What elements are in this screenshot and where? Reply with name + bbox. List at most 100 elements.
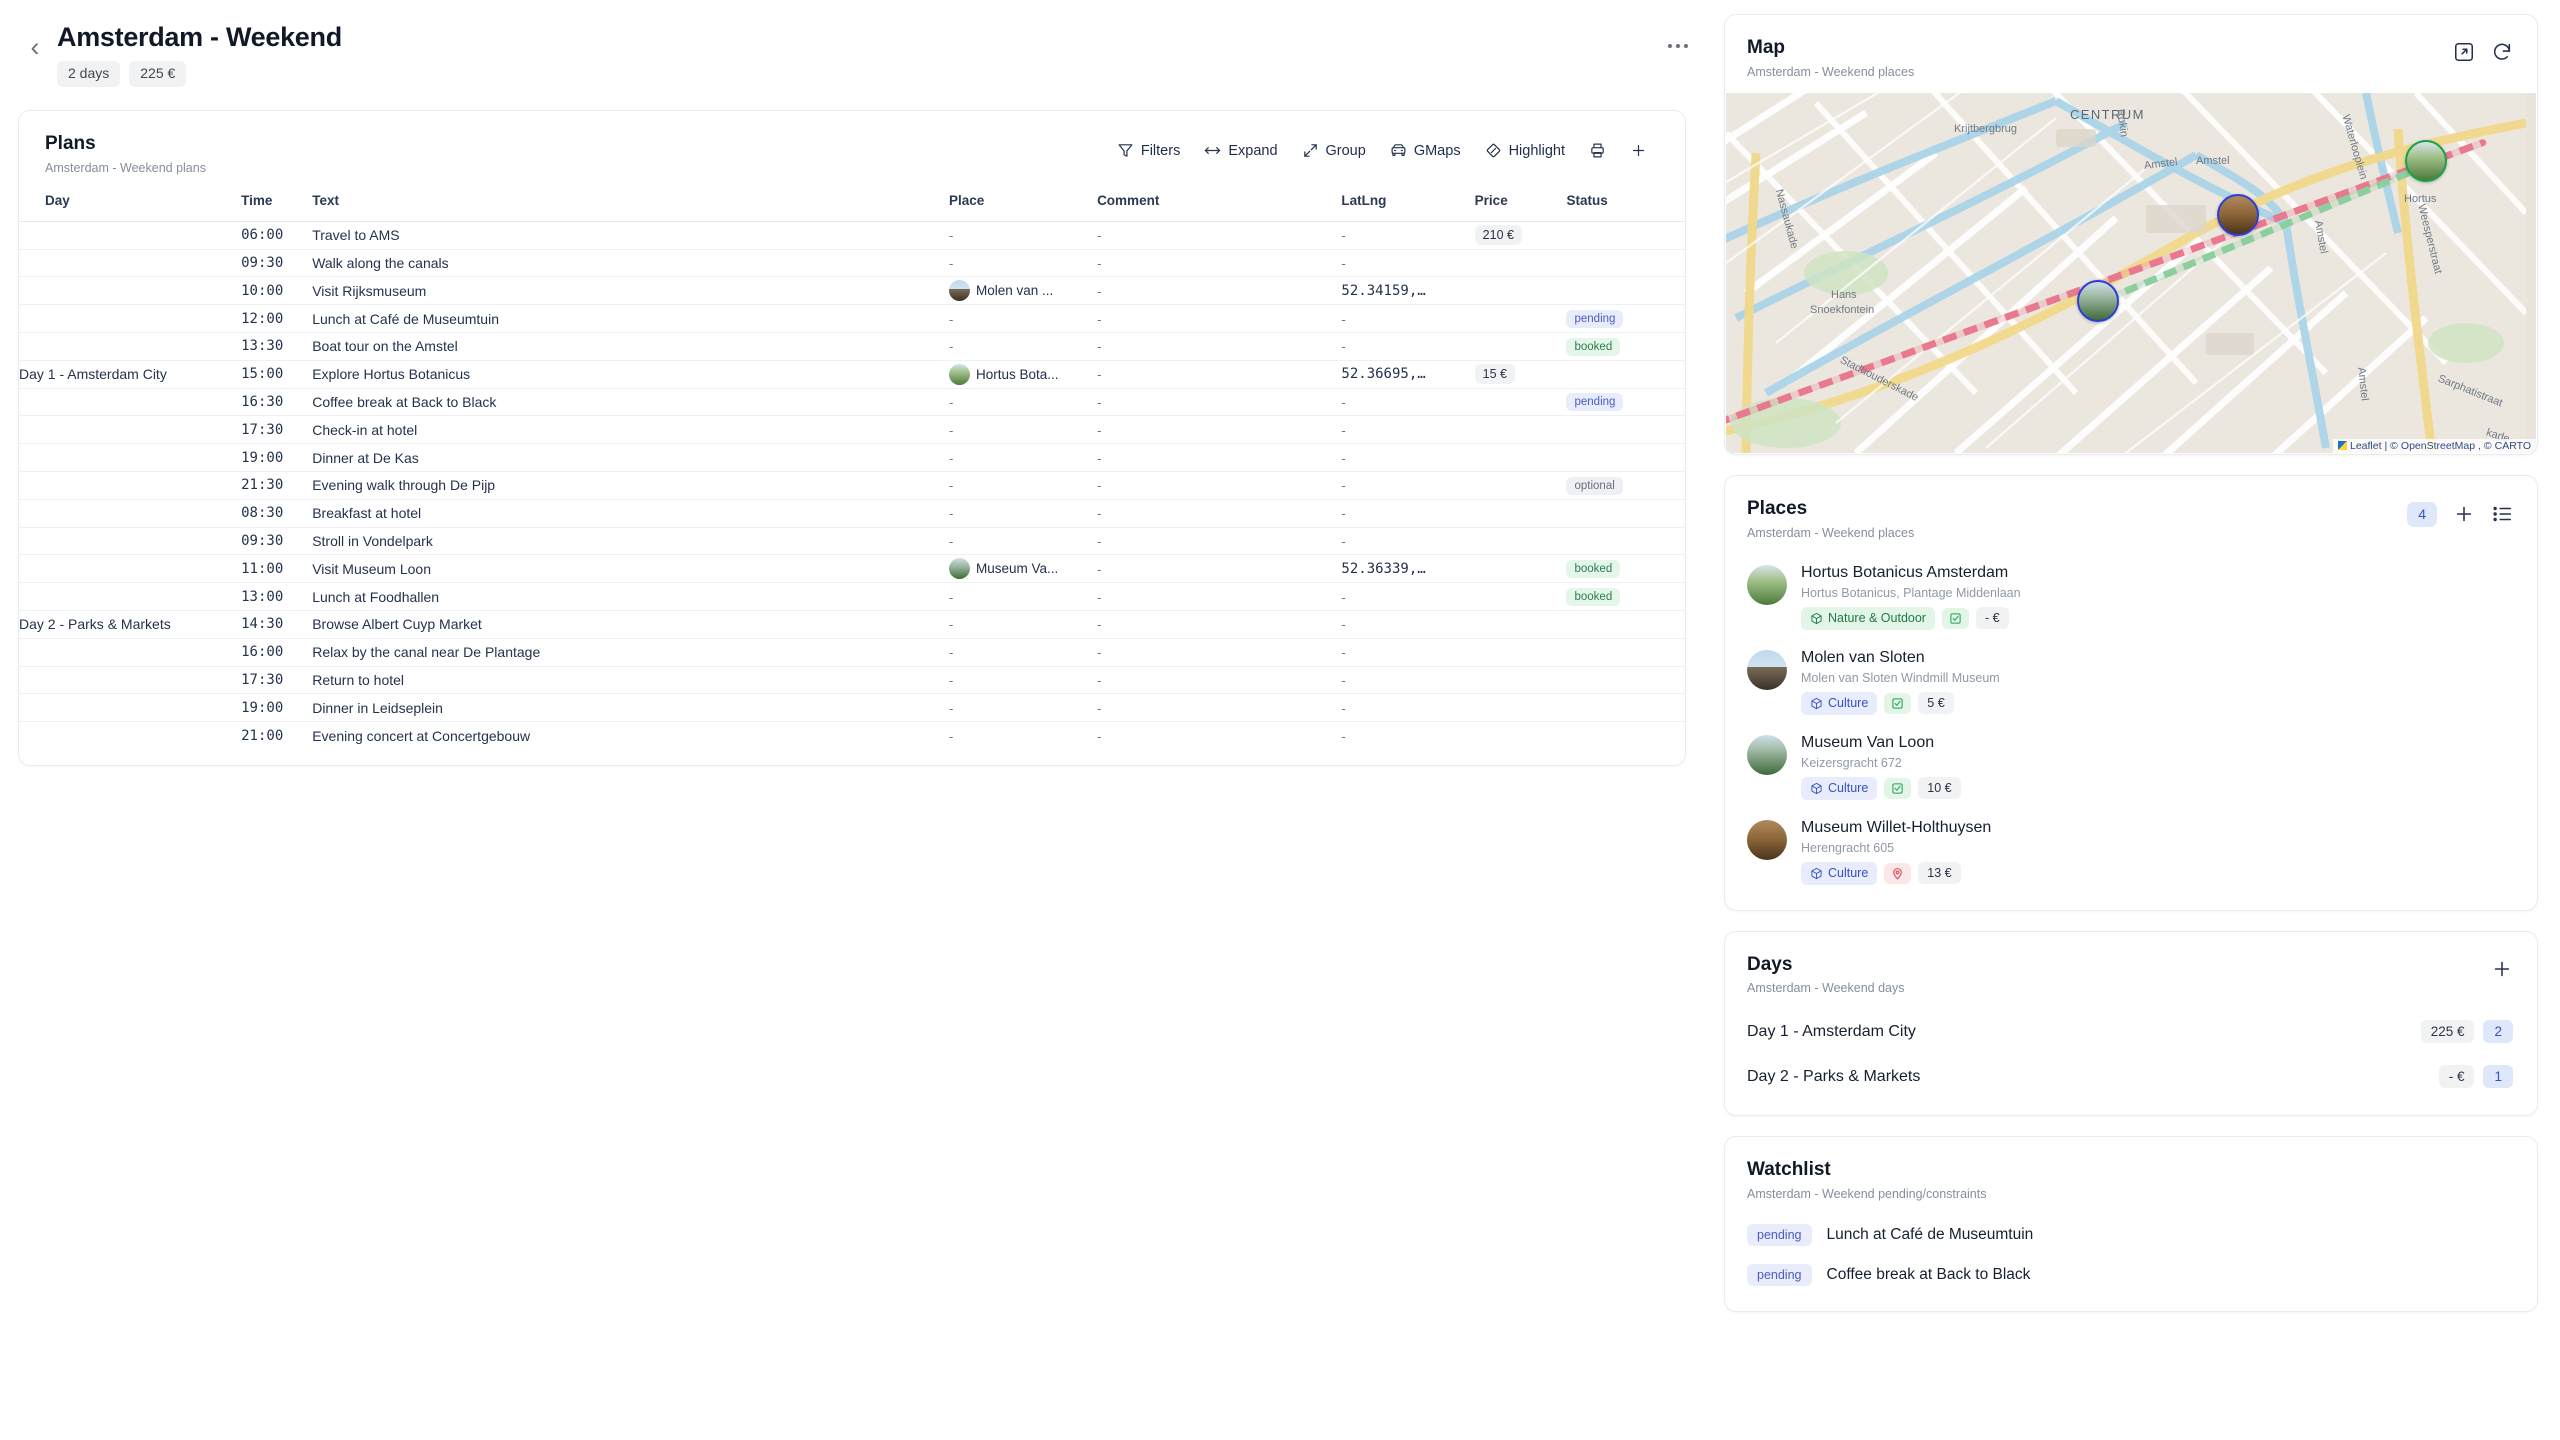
cell-text[interactable]: Coffee break at Back to Black [312, 387, 949, 416]
cell-text[interactable]: Evening concert at Concertgebouw [312, 721, 949, 750]
day-list-item[interactable]: Day 2 - Parks & Markets - € 1 [1725, 1054, 2537, 1099]
cell-text[interactable]: Lunch at Foodhallen [312, 582, 949, 611]
category-tag[interactable]: Culture [1801, 861, 1878, 885]
table-row[interactable]: 17:30 Return to hotel - - - [19, 665, 1685, 694]
table-row[interactable]: 08:30 Breakfast at hotel - - - [19, 498, 1685, 528]
check-square-icon[interactable] [1884, 692, 1912, 714]
place-avatar [948, 280, 970, 302]
cell-text[interactable]: Check-in at hotel [312, 415, 949, 444]
more-horizontal-icon[interactable] [1668, 44, 1688, 48]
expand-button[interactable]: Expand [1192, 136, 1289, 165]
table-row[interactable]: 13:00 Lunch at Foodhallen - - - booked [19, 582, 1685, 611]
map-canvas[interactable]: CENTRUM Krijtbergbrug Rokin Amstel Amstel Wat… [1726, 92, 2536, 453]
carto-link[interactable]: CARTO [2494, 439, 2531, 452]
price-badge: 15 € [1474, 364, 1516, 385]
col-header-place[interactable]: Place [948, 192, 985, 208]
cell-text[interactable]: Visit Rijksmuseum [312, 276, 949, 305]
watchlist-list: pending Lunch at Café de Museumtuin pendin… [1725, 1215, 2537, 1295]
table-row[interactable]: 09:30 Walk along the canals - - - [19, 248, 1685, 277]
group-button[interactable]: Group [1290, 136, 1378, 165]
table-row[interactable]: 21:30 Evening walk through De Pijp - - - opti… [19, 470, 1685, 500]
highlight-button[interactable]: Highlight [1473, 136, 1577, 165]
place-list-item[interactable]: Molen van Sloten Molen van Sloten Windmil… [1725, 639, 2537, 724]
table-row[interactable]: 11:00 Visit Museum Loon Museum Va... - 52.36… [19, 554, 1685, 583]
leaflet-link[interactable]: Leaflet [2349, 439, 2382, 452]
cell-place[interactable]: Molen van ... [948, 276, 1098, 305]
cell-text[interactable]: Explore Hortus Botanicus [312, 359, 949, 389]
map-pin-icon[interactable] [1884, 862, 1912, 884]
cell-time: 13:00 [241, 582, 313, 611]
col-header-status[interactable]: Status [1566, 192, 1608, 208]
col-header-latlng[interactable]: LatLng [1341, 192, 1387, 208]
table-row[interactable]: 21:00 Evening concert at Concertgebouw - - - [19, 721, 1685, 750]
table-row[interactable]: 12:00 Lunch at Café de Museumtuin - - - pendi… [19, 304, 1685, 333]
category-tag[interactable]: Nature & Outdoor [1801, 606, 1935, 630]
cell-place[interactable]: Museum Va... [948, 554, 1098, 583]
place-chip[interactable]: Museum Va... [948, 558, 1097, 580]
col-header-comment[interactable]: Comment [1097, 192, 1160, 208]
cell-text[interactable]: Stroll in Vondelpark [312, 526, 949, 555]
list-check-icon[interactable] [2491, 503, 2513, 525]
plans-card-header: Plans Amsterdam - Weekend plans Filters [19, 111, 1685, 189]
table-row[interactable]: 19:00 Dinner in Leidseplein - - - [19, 693, 1685, 722]
cell-text[interactable]: Return to hotel [312, 665, 949, 694]
print-button[interactable] [1577, 136, 1618, 165]
cell-text[interactable]: Dinner at De Kas [312, 443, 949, 472]
day-cost-badge: - € [2438, 1065, 2475, 1089]
watchlist-item[interactable]: pending Coffee break at Back to Black [1725, 1255, 2537, 1295]
day-list-item[interactable]: Day 1 - Amsterdam City 225 € 2 [1725, 1009, 2537, 1054]
cell-text[interactable]: Travel to AMS [312, 220, 949, 250]
place-list-item[interactable]: Museum Willet-Holthuysen Herengracht 605 C… [1725, 809, 2537, 894]
watchlist-item[interactable]: pending Lunch at Café de Museumtuin [1725, 1215, 2537, 1255]
hortus-marker[interactable] [2405, 139, 2447, 182]
refresh-icon[interactable] [2491, 41, 2513, 63]
cell-text[interactable]: Boat tour on the Amstel [312, 331, 949, 361]
table-row[interactable]: 06:00 Travel to AMS - - -210 € [19, 220, 1685, 250]
place-chip[interactable]: Hortus Bota... [948, 363, 1097, 385]
category-tag[interactable]: Culture [1801, 691, 1878, 715]
place-chip[interactable]: Molen van ... [948, 280, 1097, 302]
check-square-icon[interactable] [1941, 607, 1969, 629]
cell-latlng: - [1341, 331, 1475, 361]
filters-button[interactable]: Filters [1105, 136, 1192, 165]
cell-text[interactable]: Visit Museum Loon [312, 554, 949, 583]
cell-text[interactable]: Lunch at Café de Museumtuin [312, 304, 949, 333]
cell-text[interactable]: Evening walk through De Pijp [312, 470, 949, 500]
table-row[interactable]: 09:30 Stroll in Vondelpark - - - [19, 526, 1685, 555]
place-list-item[interactable]: Museum Van Loon Keizersgracht 672 Culture 1… [1725, 724, 2537, 809]
category-tag[interactable]: Culture [1801, 776, 1878, 800]
open-external-icon[interactable] [2453, 41, 2475, 63]
chevron-left-icon[interactable]: ‹ [30, 31, 40, 62]
empty-value: - [1097, 506, 1102, 522]
cell-text[interactable]: Walk along the canals [312, 248, 949, 277]
col-header-day[interactable]: Day [45, 192, 70, 208]
table-row[interactable]: 10:00 Visit Rijksmuseum Molen van ... - 52.3… [19, 276, 1685, 305]
cell-text[interactable]: Relax by the canal near De Plantage [312, 637, 949, 667]
table-row[interactable]: Day 1 - Amsterdam City 15:00 Explore Hortu… [19, 359, 1685, 389]
willet-marker[interactable] [2217, 193, 2259, 236]
osm-link[interactable]: OpenStreetMap [2400, 439, 2476, 452]
cell-text[interactable]: Browse Albert Cuyp Market [312, 609, 949, 639]
table-row[interactable]: 13:30 Boat tour on the Amstel - - - booked [19, 331, 1685, 361]
add-plan-button[interactable] [1618, 136, 1659, 165]
check-square-icon[interactable] [1884, 777, 1912, 799]
table-row[interactable]: 19:00 Dinner at De Kas - - - [19, 443, 1685, 472]
table-row[interactable]: Day 2 - Parks & Markets 14:30 Browse Alber… [19, 609, 1685, 639]
plus-icon[interactable] [2491, 958, 2513, 980]
place-avatar [1747, 649, 1787, 690]
gmaps-button[interactable]: GMaps [1378, 136, 1473, 165]
table-row[interactable]: 16:00 Relax by the canal near De Plantage… [19, 637, 1685, 667]
cell-text[interactable]: Dinner in Leidseplein [312, 693, 949, 722]
cell-text[interactable]: Breakfast at hotel [312, 498, 949, 528]
col-header-time[interactable]: Time [241, 192, 273, 208]
col-header-price[interactable]: Price [1474, 192, 1508, 208]
col-header-text[interactable]: Text [312, 192, 339, 208]
place-list-item[interactable]: Hortus Botanicus Amsterdam Hortus Botanic… [1725, 554, 2537, 639]
plus-icon[interactable] [2453, 503, 2475, 525]
vanloon-marker[interactable] [2077, 279, 2119, 322]
empty-value: - [1341, 339, 1346, 355]
table-row[interactable]: 16:30 Coffee break at Back to Black - - - pen… [19, 387, 1685, 416]
table-row[interactable]: 17:30 Check-in at hotel - - - [19, 415, 1685, 444]
category-label: Culture [1828, 865, 1869, 880]
cell-place[interactable]: Hortus Bota... [948, 359, 1098, 389]
